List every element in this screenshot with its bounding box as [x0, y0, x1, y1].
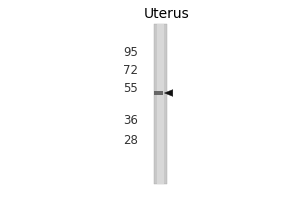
Text: 36: 36	[123, 114, 138, 127]
Bar	[154, 91, 163, 95]
Bar	[158, 24, 164, 184]
Bar	[154, 24, 167, 184]
Text: 72: 72	[123, 64, 138, 77]
Text: 95: 95	[123, 46, 138, 60]
Text: Uterus: Uterus	[144, 7, 189, 21]
Polygon shape	[164, 90, 173, 96]
Text: 55: 55	[123, 82, 138, 95]
Text: 28: 28	[123, 134, 138, 148]
